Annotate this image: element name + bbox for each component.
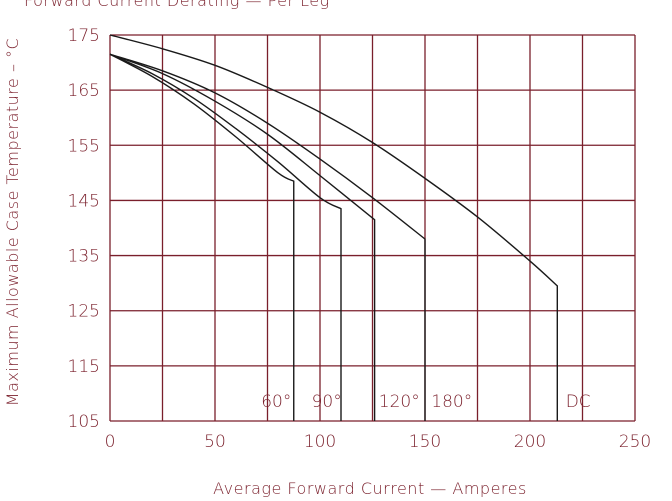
grid bbox=[109, 34, 636, 422]
y-tick-label: 145 bbox=[68, 191, 100, 211]
x-axis-title: Average Forward Current — Amperes bbox=[213, 479, 527, 498]
tick-labels: 0 50 100 150 200 250 105 115 125 135 145 155 165 175 bbox=[68, 26, 652, 452]
series-line bbox=[109, 53, 295, 421]
series-label: 120° bbox=[379, 392, 420, 412]
y-tick-label: 165 bbox=[68, 81, 100, 101]
x-tick-label: 100 bbox=[304, 432, 336, 452]
y-tick-label: 105 bbox=[68, 412, 100, 432]
series-line bbox=[109, 34, 558, 421]
y-tick-label: 155 bbox=[68, 136, 100, 156]
x-tick-label: 50 bbox=[204, 432, 226, 452]
x-tick-label: 250 bbox=[619, 432, 651, 452]
series-label: 90° bbox=[312, 392, 342, 412]
series-line bbox=[109, 53, 426, 421]
y-tick-label: 115 bbox=[68, 357, 100, 377]
series-line bbox=[109, 53, 342, 421]
y-axis-title: Maximum Allowable Case Temperature – °C bbox=[3, 38, 22, 406]
y-tick-label: 125 bbox=[68, 302, 100, 322]
x-tick-label: 200 bbox=[514, 432, 546, 452]
y-tick-label: 135 bbox=[68, 247, 100, 267]
series-lines bbox=[109, 34, 558, 421]
y-tick-label: 175 bbox=[68, 26, 100, 46]
x-tick-label: 0 bbox=[105, 432, 116, 452]
series-line bbox=[109, 53, 376, 421]
series-label: DC bbox=[566, 392, 591, 412]
chart-title: Forward Current Derating — Per Leg bbox=[24, 0, 330, 10]
series-label: 60° bbox=[261, 392, 291, 412]
series-labels: 60° 90° 120° 180° DC bbox=[261, 392, 590, 412]
x-tick-label: 150 bbox=[409, 432, 441, 452]
series-label: 180° bbox=[431, 392, 472, 412]
